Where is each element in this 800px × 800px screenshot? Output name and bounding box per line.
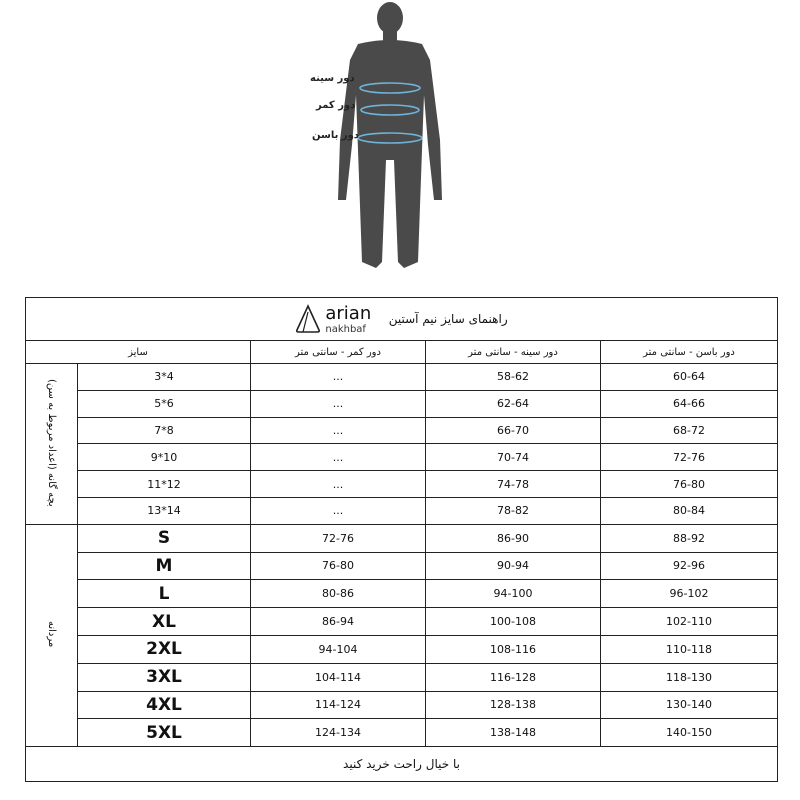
- size-cell: 3XL: [77, 662, 251, 692]
- waist-cell: 72-76: [250, 523, 426, 553]
- men-group-label: مردانه: [25, 523, 78, 748]
- size-cell: 13*14: [77, 496, 251, 525]
- logo-word: arian: [325, 302, 372, 324]
- chest-cell: 66-70: [425, 416, 601, 445]
- chest-cell: 78-82: [425, 496, 601, 525]
- waist-cell: 94-104: [250, 634, 426, 664]
- waist-cell: ...: [250, 496, 426, 525]
- size-cell: 5*6: [77, 389, 251, 418]
- brand-logo: arian nakhbaf: [295, 303, 371, 336]
- chest-cell: 100-108: [425, 607, 601, 636]
- size-cell: 5XL: [77, 718, 251, 748]
- size-chart-table: arian nakhbaf راهنمای سایز نیم آستین سایز…: [25, 297, 778, 783]
- waist-cell: ...: [250, 470, 426, 498]
- hip-cell: 76-80: [600, 470, 778, 498]
- chest-cell: 116-128: [425, 662, 601, 692]
- size-cell: L: [77, 579, 251, 609]
- waist-cell: ...: [250, 363, 426, 391]
- kids-group-label: بچه گانه (اعداد مربوط به سن): [25, 363, 78, 525]
- footer-text: با خیال راحت خرید کنید: [25, 746, 778, 783]
- hip-cell: 96-102: [600, 579, 778, 609]
- group-label-text: مردانه: [46, 620, 57, 648]
- size-cell: XL: [77, 607, 251, 636]
- col-size: سایز: [25, 340, 251, 364]
- hip-cell: 130-140: [600, 690, 778, 720]
- waist-cell: 86-94: [250, 607, 426, 636]
- size-cell: 7*8: [77, 416, 251, 445]
- table-row: 9*10... 70-74 72-76: [26, 443, 778, 472]
- logo-sub: nakhbaf: [325, 323, 366, 335]
- waist-cell: 76-80: [250, 551, 426, 581]
- table-header-row: arian nakhbaf راهنمای سایز نیم آستین: [25, 297, 778, 341]
- table-row: 5XL 124-134 138-148 140-150: [26, 718, 778, 748]
- hip-cell: 92-96: [600, 551, 778, 581]
- chest-cell: 70-74: [425, 443, 601, 472]
- waist-cell: 124-134: [250, 718, 426, 748]
- col-chest: دور سینه - سانتی متر: [425, 340, 601, 364]
- waist-cell: ...: [250, 416, 426, 445]
- footer-row: با خیال راحت خرید کنید: [25, 746, 778, 783]
- group-label-text: بچه گانه (اعداد مربوط به سن): [46, 378, 57, 507]
- hip-cell: 72-76: [600, 443, 778, 472]
- hip-cell: 60-64: [600, 363, 778, 391]
- triangle-logo-icon: [296, 304, 321, 333]
- hip-cell: 140-150: [600, 718, 778, 748]
- table-row: 2XL 94-104 108-116 110-118: [26, 634, 778, 664]
- chest-cell: 108-116: [425, 634, 601, 664]
- col-hip: دور باسن - سانتی متر: [600, 340, 778, 364]
- hip-cell: 110-118: [600, 634, 778, 664]
- waist-cell: ...: [250, 389, 426, 418]
- table-row: 3XL 104-114 116-128 118-130: [26, 662, 778, 692]
- chest-cell: 86-90: [425, 523, 601, 553]
- chest-cell: 90-94: [425, 551, 601, 581]
- hip-label: دور باسن: [312, 130, 359, 141]
- hip-cell: 88-92: [600, 523, 778, 553]
- table-row: 5*6... 62-64 64-66: [26, 389, 778, 418]
- hip-cell: 102-110: [600, 607, 778, 636]
- size-cell: S: [77, 523, 251, 553]
- chest-cell: 94-100: [425, 579, 601, 609]
- chest-cell: 62-64: [425, 389, 601, 418]
- size-cell: 4XL: [77, 690, 251, 720]
- waist-cell: 104-114: [250, 662, 426, 692]
- chest-cell: 74-78: [425, 470, 601, 498]
- table-row: مردانه S 72-76 86-90 88-92: [25, 523, 778, 748]
- hip-cell: 68-72: [600, 416, 778, 445]
- table-row: 4XL 114-124 128-138 130-140: [26, 690, 778, 720]
- chest-cell: 138-148: [425, 718, 601, 748]
- table-row: L 80-86 94-100 96-102: [26, 579, 778, 609]
- table-row: 7*8... 66-70 68-72: [26, 416, 778, 445]
- size-cell: 11*12: [77, 470, 251, 498]
- chest-cell: 128-138: [425, 690, 601, 720]
- table-row: بچه گانه (اعداد مربوط به سن) 3*4... 58-62 6…: [25, 363, 778, 525]
- table-row: 13*14... 78-82 80-84: [26, 496, 778, 525]
- chart-title: راهنمای سایز نیم آستین: [388, 312, 508, 326]
- waist-label: دور کمر: [316, 100, 356, 111]
- chest-label: دور سینه: [310, 73, 355, 84]
- waist-cell: 80-86: [250, 579, 426, 609]
- column-header-row: سایز دور کمر - سانتی متر دور سینه - سانت…: [25, 340, 778, 364]
- size-cell: 9*10: [77, 443, 251, 472]
- table-row: XL 86-94 100-108 102-110: [26, 607, 778, 636]
- col-waist: دور کمر - سانتی متر: [250, 340, 426, 364]
- waist-cell: ...: [250, 443, 426, 472]
- body-measurement-figure: [300, 0, 480, 275]
- waist-cell: 114-124: [250, 690, 426, 720]
- hip-cell: 118-130: [600, 662, 778, 692]
- hip-cell: 64-66: [600, 389, 778, 418]
- table-row: M 76-80 90-94 92-96: [26, 551, 778, 581]
- chest-cell: 58-62: [425, 363, 601, 391]
- size-cell: M: [77, 551, 251, 581]
- size-cell: 2XL: [77, 634, 251, 664]
- hip-cell: 80-84: [600, 496, 778, 525]
- human-silhouette-icon: [338, 2, 442, 268]
- size-cell: 3*4: [77, 363, 251, 391]
- table-row: 11*12... 74-78 76-80: [26, 470, 778, 498]
